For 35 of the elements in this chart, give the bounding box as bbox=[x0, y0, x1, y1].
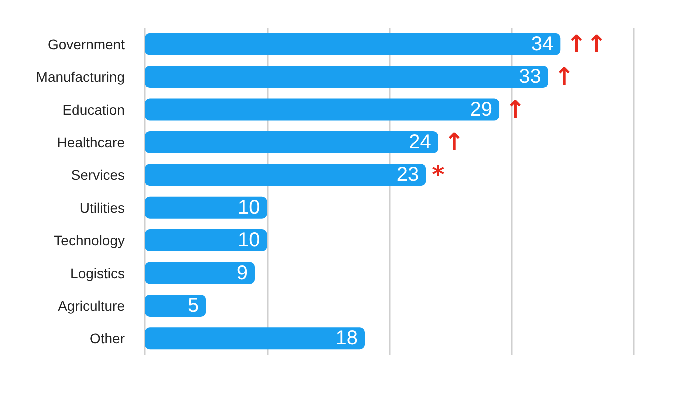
y-tick-label: Logistics bbox=[70, 265, 125, 282]
bar bbox=[145, 131, 438, 154]
bar bbox=[145, 98, 500, 121]
y-tick-label: Healthcare bbox=[57, 134, 126, 150]
annotation: * bbox=[432, 161, 446, 190]
bar bbox=[145, 294, 206, 317]
annotation: ↑ bbox=[554, 63, 575, 92]
data-label: 5 bbox=[188, 294, 200, 317]
annotation: ↑↑ bbox=[566, 30, 607, 58]
bar bbox=[145, 262, 256, 284]
y-tick-label: Manufacturing bbox=[36, 69, 125, 86]
data-label: 23 bbox=[396, 164, 420, 186]
data-label: 34 bbox=[531, 33, 554, 56]
data-label: 10 bbox=[238, 196, 260, 219]
data-label: 10 bbox=[238, 230, 260, 252]
annotation: ↑ bbox=[444, 128, 465, 156]
bar bbox=[145, 328, 366, 350]
y-tick-label: Agriculture bbox=[58, 298, 126, 314]
y-tick-label: Utilities bbox=[80, 200, 125, 216]
y-tick-label: Other bbox=[90, 330, 126, 347]
y-tick-label: Government bbox=[48, 36, 126, 52]
data-label: 24 bbox=[409, 131, 432, 154]
y-tick-label: Services bbox=[71, 167, 125, 184]
annotation: ↑ bbox=[506, 96, 526, 124]
bar bbox=[145, 196, 268, 219]
data-label: 33 bbox=[519, 66, 542, 88]
bar bbox=[145, 230, 268, 252]
y-tick-label: Technology bbox=[54, 232, 125, 249]
bar bbox=[145, 33, 561, 56]
data-label: 29 bbox=[470, 98, 493, 121]
data-label: 9 bbox=[236, 262, 248, 284]
bar bbox=[145, 66, 548, 88]
y-tick-label: Education bbox=[62, 102, 125, 118]
bar bbox=[145, 164, 426, 186]
data-label: 18 bbox=[336, 328, 358, 350]
